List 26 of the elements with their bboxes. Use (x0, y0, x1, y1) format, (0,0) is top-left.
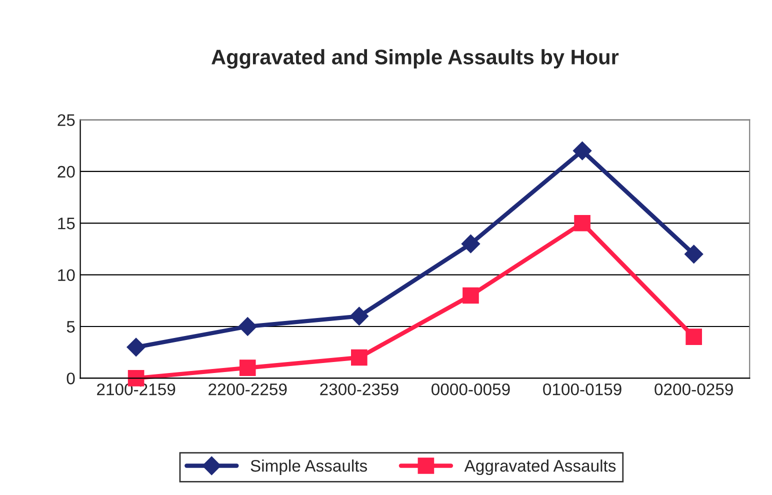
y-tick-label: 20 (58, 166, 75, 178)
y-tick-label: 10 (58, 269, 75, 282)
y-tick-label: 5 (66, 321, 75, 333)
x-tick-label: 0100-0159 (543, 383, 622, 396)
point (461, 234, 480, 254)
point (572, 141, 592, 160)
x-tick-label: 0200-0259 (654, 383, 733, 396)
y-tick-label: 0 (66, 372, 75, 384)
point (574, 214, 590, 232)
legend-label: Aggravated Assaults (464, 460, 616, 476)
point (462, 287, 479, 304)
point (686, 328, 702, 345)
x-tick-label: 2100-2159 (97, 383, 176, 396)
point (684, 244, 704, 264)
point (239, 360, 256, 376)
chart-title: Aggravated and Simple Assaults by Hour (212, 49, 619, 69)
x-tick-label: 0000-0059 (432, 383, 510, 396)
point (126, 338, 146, 357)
x-tick-label: 2200-2259 (208, 383, 287, 396)
point (351, 349, 368, 366)
point (238, 317, 257, 336)
point (350, 306, 369, 326)
y-tick-label: 25 (58, 114, 75, 126)
x-tick-label: 2300-2359 (320, 383, 398, 396)
y-tick-label: 15 (58, 218, 75, 230)
legend-label: Simple Assaults (250, 460, 368, 476)
